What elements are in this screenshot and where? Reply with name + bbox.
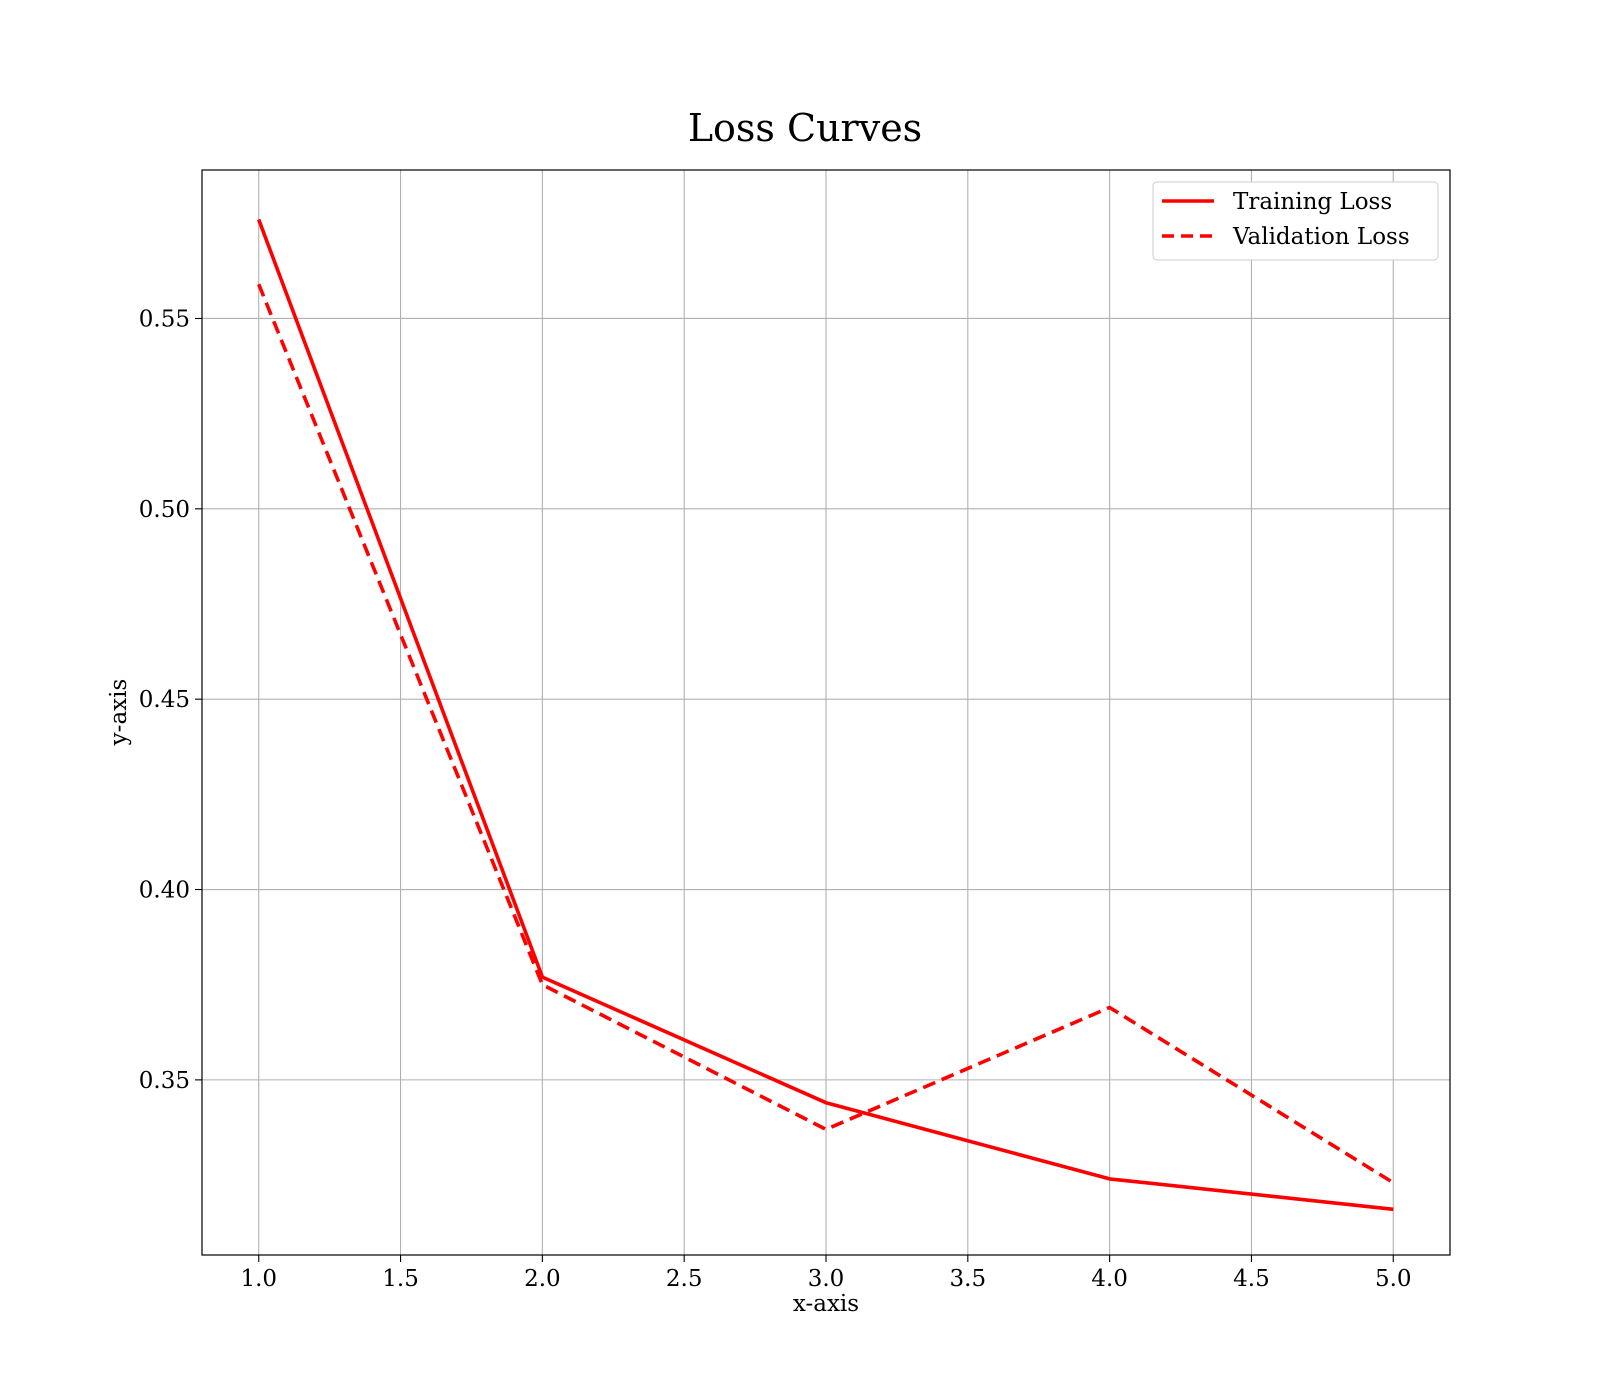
axis-ticks: 1.0 1.5 2.0 2.5 3.0 3.5 4.0 4.5 5.0 0.35 0.40 0.45 0… bbox=[139, 306, 1412, 1292]
y-tick-label: 0.45 bbox=[139, 687, 190, 713]
grid-lines bbox=[202, 170, 1450, 1255]
training-loss-line bbox=[257, 218, 1394, 1212]
x-tick-label: 1.0 bbox=[240, 1266, 277, 1292]
y-axis-label: y-axis bbox=[106, 679, 132, 747]
chart-title: Loss Curves bbox=[688, 106, 922, 150]
x-axis-label: x-axis bbox=[793, 1291, 859, 1317]
x-tick-label: 2.0 bbox=[524, 1266, 561, 1292]
legend: Training Loss Validation Loss bbox=[1152, 181, 1439, 261]
legend-label-validation-loss: Validation Loss bbox=[1232, 224, 1410, 250]
y-tick-label: 0.55 bbox=[139, 306, 190, 332]
x-tick-label: 2.5 bbox=[666, 1266, 703, 1292]
legend-label-training-loss: Training Loss bbox=[1233, 189, 1392, 215]
y-tick-label: 0.50 bbox=[139, 497, 190, 523]
x-tick-label: 4.0 bbox=[1091, 1266, 1128, 1292]
x-tick-label: 5.0 bbox=[1375, 1266, 1412, 1292]
x-tick-label: 3.0 bbox=[808, 1266, 845, 1292]
x-tick-label: 1.5 bbox=[382, 1266, 419, 1292]
series-lines bbox=[257, 218, 1395, 1212]
legend-box bbox=[1152, 181, 1439, 261]
y-tick-label: 0.40 bbox=[139, 878, 190, 904]
validation-loss-line bbox=[257, 283, 1395, 1185]
x-tick-label: 3.5 bbox=[950, 1266, 987, 1292]
y-tick-label: 0.35 bbox=[139, 1068, 190, 1094]
x-tick-label: 4.5 bbox=[1233, 1266, 1270, 1292]
